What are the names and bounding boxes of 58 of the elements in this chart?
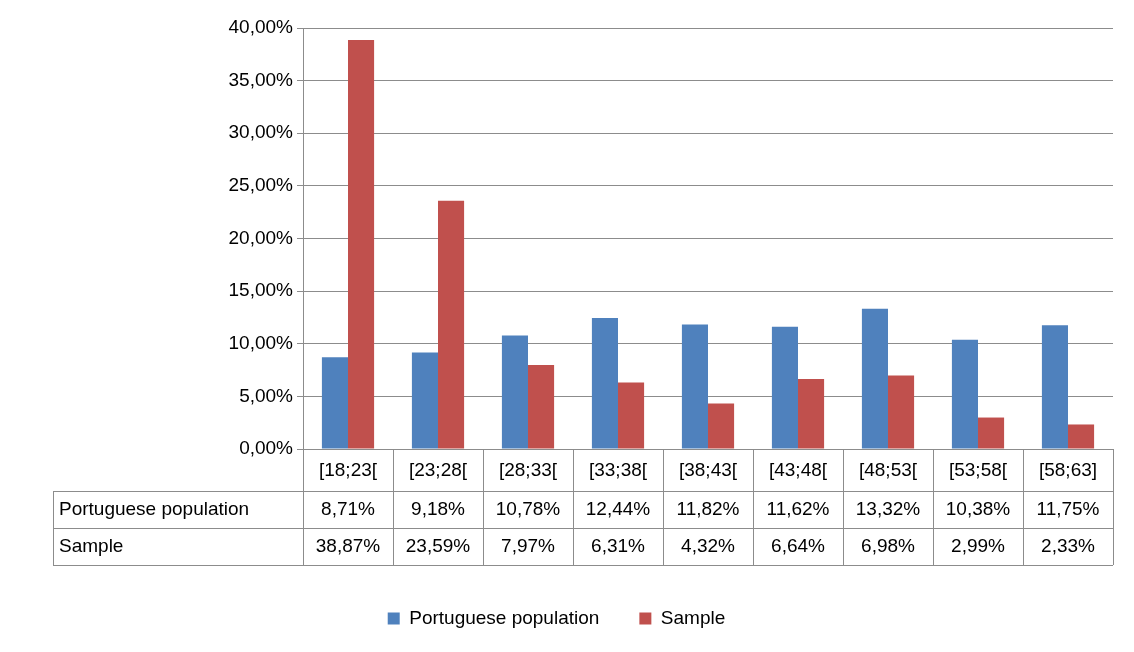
bar xyxy=(528,365,555,449)
x-tick-label: [53;58[ xyxy=(948,458,1008,480)
data-label: 6,31% xyxy=(591,534,646,556)
bar xyxy=(708,403,735,449)
y-tick-label: 25,00% xyxy=(228,174,294,196)
y-tick-label: 0,00% xyxy=(239,437,294,459)
data-label: 9,18% xyxy=(411,497,466,519)
bar xyxy=(1041,325,1068,449)
y-tick-label: 35,00% xyxy=(228,68,294,90)
text: Sample xyxy=(59,534,124,556)
x-tick-label: [28;33[ xyxy=(498,458,558,480)
x-tick-label: [38;43[ xyxy=(678,458,738,480)
bar xyxy=(861,308,888,449)
data-label: 6,64% xyxy=(771,534,826,556)
bar xyxy=(1068,424,1095,449)
bar xyxy=(951,339,978,449)
y-tick-label: 40,00% xyxy=(228,16,294,38)
bar xyxy=(321,357,348,449)
bar xyxy=(618,382,645,449)
data-label: 7,97% xyxy=(501,534,556,556)
data-label: 10,78% xyxy=(495,497,561,519)
bar xyxy=(978,417,1005,449)
text: Portuguese population xyxy=(59,497,250,519)
bar xyxy=(771,326,798,449)
data-label: 6,98% xyxy=(861,534,916,556)
bar xyxy=(681,324,708,449)
legend-label: Portuguese population xyxy=(409,606,600,628)
x-tick-label: [33;38[ xyxy=(588,458,648,480)
y-tick-label: 30,00% xyxy=(228,121,294,143)
x-tick-label: [58;63] xyxy=(1038,458,1098,480)
x-tick-label: [18;23[ xyxy=(318,458,378,480)
x-tick-label: [43;48[ xyxy=(768,458,828,480)
bar xyxy=(348,39,375,449)
data-label: 13,32% xyxy=(855,497,921,519)
bar xyxy=(888,375,915,449)
bar xyxy=(501,335,528,449)
data-label: 38,87% xyxy=(315,534,381,556)
y-tick-label: 10,00% xyxy=(228,331,294,353)
bar xyxy=(798,379,825,449)
data-label: 2,99% xyxy=(951,534,1006,556)
x-tick-label: [23;28[ xyxy=(408,458,468,480)
data-label: 4,32% xyxy=(681,534,736,556)
data-label: 10,38% xyxy=(945,497,1011,519)
bar xyxy=(591,318,618,449)
legend-label: Sample xyxy=(660,606,726,628)
y-tick-label: 5,00% xyxy=(239,384,294,406)
data-label: 12,44% xyxy=(585,497,651,519)
data-label: 2,33% xyxy=(1041,534,1096,556)
y-tick-label: 20,00% xyxy=(228,226,294,248)
bar xyxy=(411,352,438,449)
data-label: 11,62% xyxy=(766,497,830,519)
data-label: 11,82% xyxy=(676,497,740,519)
data-label: 23,59% xyxy=(405,534,471,556)
bar xyxy=(438,200,465,449)
x-tick-label: [48;53[ xyxy=(858,458,918,480)
data-label: 11,75% xyxy=(1036,497,1100,519)
data-label: 8,71% xyxy=(321,497,376,519)
y-tick-label: 15,00% xyxy=(228,279,294,301)
